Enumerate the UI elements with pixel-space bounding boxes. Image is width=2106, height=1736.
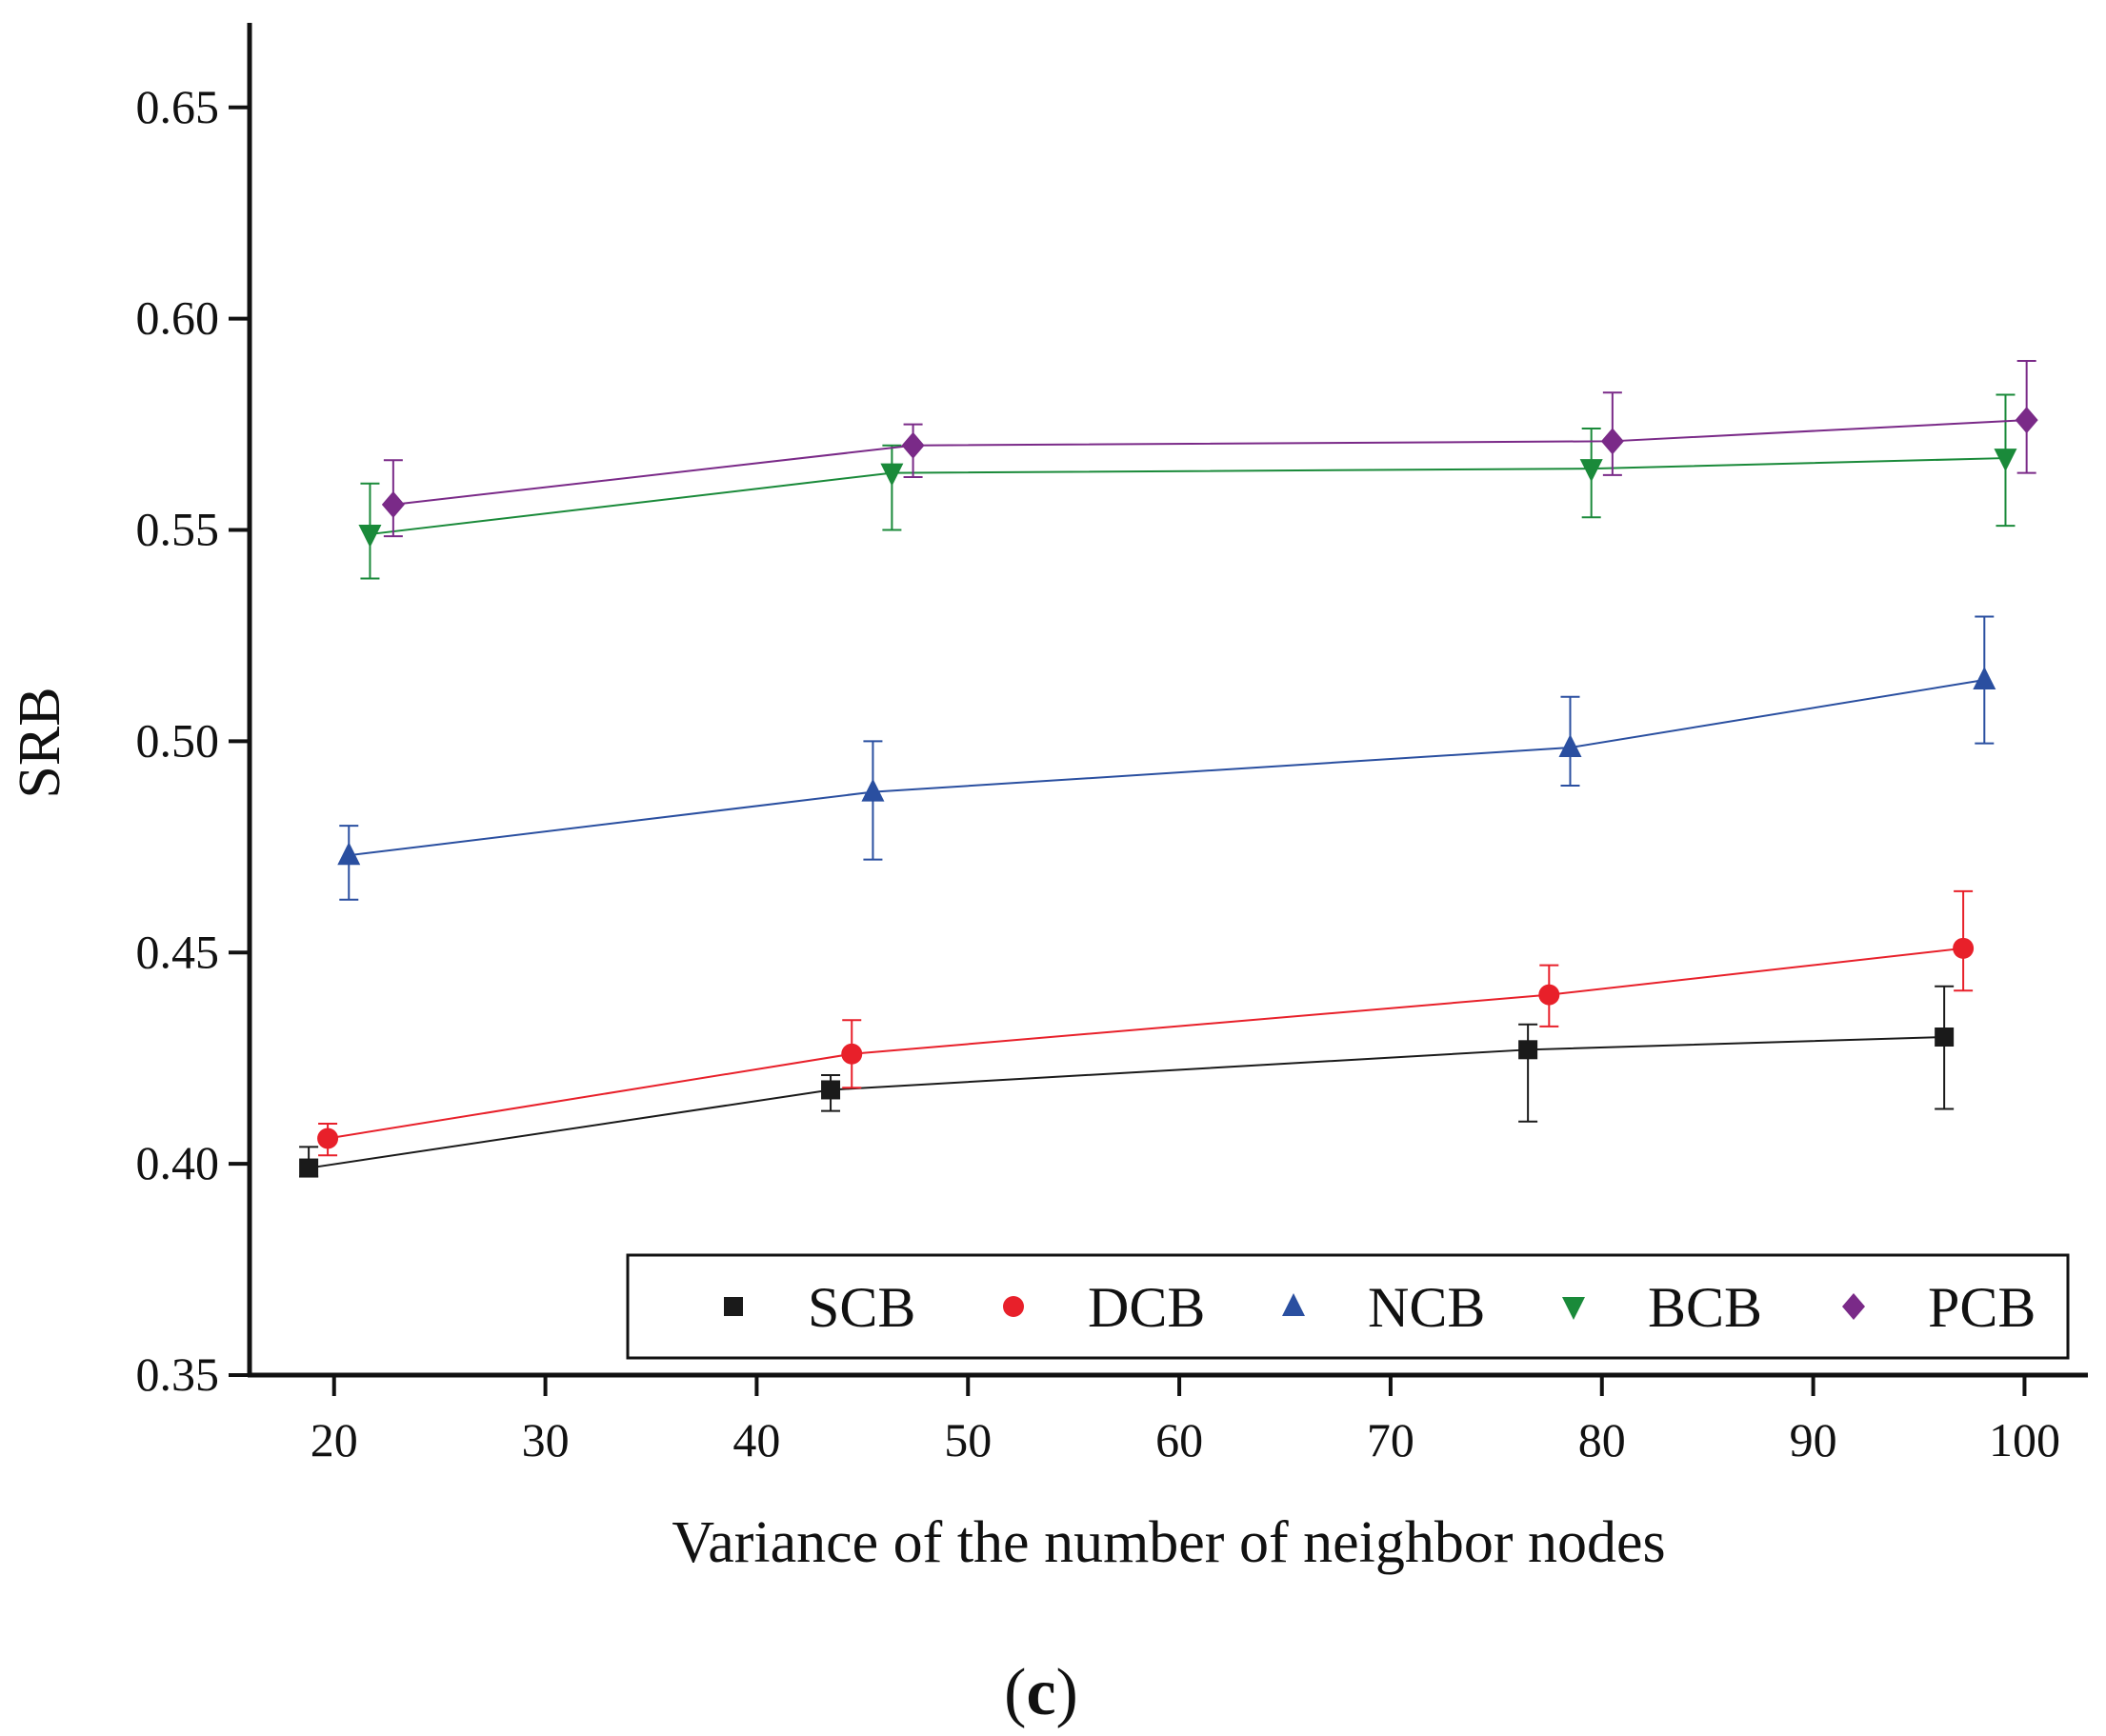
legend-label-ncb: NCB (1368, 1276, 1485, 1339)
x-tick-label: 80 (1578, 1413, 1626, 1467)
y-tick-label: 0.40 (136, 1136, 220, 1189)
legend-item-pcb: PCB (1842, 1276, 2036, 1339)
caption-open: ( (1004, 1656, 1026, 1729)
legend-label-pcb: PCB (1928, 1276, 2036, 1339)
legend-label-dcb: DCB (1088, 1276, 1205, 1339)
caption-close: ) (1056, 1656, 1078, 1729)
point-bcb (1579, 459, 1603, 483)
point-dcb (841, 1043, 863, 1065)
y-tick-label: 0.60 (136, 291, 220, 345)
legend-items: SCB DCB NCB BCB PCB (724, 1276, 2036, 1339)
x-ticks: 20 30 40 50 60 70 80 90 100 (311, 1375, 2060, 1467)
y-tick-label: 0.35 (136, 1347, 220, 1401)
x-tick-label: 70 (1367, 1413, 1414, 1467)
y-ticks: 0.35 0.40 0.45 0.50 0.55 0.60 0.65 (136, 80, 250, 1401)
x-tick-label: 90 (1790, 1413, 1837, 1467)
legend-marker-dcb (1003, 1296, 1024, 1317)
point-bcb (358, 524, 382, 548)
series-line-ncb (349, 679, 1985, 857)
series-bcb (358, 393, 2017, 580)
point-dcb (1953, 937, 1975, 959)
y-tick-label: 0.55 (136, 503, 220, 556)
error-bar-scb (1518, 1023, 1538, 1123)
legend-label-bcb: BCB (1648, 1276, 1762, 1339)
point-scb (1935, 1028, 1955, 1047)
caption-letter: c (1026, 1656, 1055, 1729)
series-pcb (381, 360, 2038, 538)
y-axis-title: SRB (8, 687, 72, 798)
point-ncb (1973, 667, 1996, 690)
x-axis-title: Variance of the number of neighbor nodes (672, 1510, 1665, 1575)
point-scb (821, 1080, 841, 1100)
legend-marker-pcb (1842, 1293, 1865, 1320)
point-dcb (1538, 984, 1560, 1006)
legend-item-ncb: NCB (1282, 1276, 1485, 1339)
point-ncb (337, 842, 361, 866)
x-tick-label: 100 (1989, 1413, 2060, 1467)
error-bar-bcb (882, 444, 902, 531)
series-line-dcb (327, 947, 1964, 1140)
legend-item-bcb: BCB (1562, 1276, 1762, 1339)
legend-marker-scb (724, 1297, 743, 1316)
point-pcb (2015, 407, 2038, 434)
x-tick-label: 40 (732, 1413, 780, 1467)
series-ncb (337, 615, 1996, 901)
x-tick-label: 60 (1155, 1413, 1203, 1467)
y-tick-label: 0.65 (136, 80, 220, 133)
legend-item-dcb: DCB (1003, 1276, 1205, 1339)
series-scb (299, 985, 1955, 1178)
point-bcb (1994, 449, 2017, 472)
error-bar-scb (1935, 985, 1955, 1110)
point-pcb (1600, 428, 1624, 455)
series-line-bcb (370, 457, 2006, 535)
series-line-scb (308, 1036, 1945, 1169)
point-scb (299, 1158, 319, 1178)
legend-marker-bcb (1562, 1297, 1585, 1320)
y-tick-label: 0.45 (136, 925, 220, 978)
legend-box (626, 1253, 2070, 1360)
x-tick-label: 20 (311, 1413, 358, 1467)
x-tick-label: 30 (522, 1413, 570, 1467)
series-dcb (317, 889, 1975, 1157)
series-layer (299, 360, 2038, 1178)
legend-marker-ncb (1282, 1293, 1305, 1316)
point-scb (1518, 1040, 1538, 1060)
legend-label-scb: SCB (808, 1276, 915, 1339)
x-tick-label: 50 (944, 1413, 992, 1467)
point-ncb (861, 778, 885, 802)
y-tick-label: 0.50 (136, 713, 220, 767)
legend-item-scb: SCB (724, 1276, 915, 1339)
legend: SCB DCB NCB BCB PCB (626, 1253, 2070, 1360)
series-line-pcb (392, 419, 2027, 506)
point-ncb (1558, 734, 1582, 758)
point-pcb (381, 490, 405, 518)
point-pcb (901, 431, 925, 459)
point-dcb (317, 1127, 339, 1149)
point-bcb (880, 463, 904, 487)
figure-caption: (c) (1004, 1656, 1078, 1729)
